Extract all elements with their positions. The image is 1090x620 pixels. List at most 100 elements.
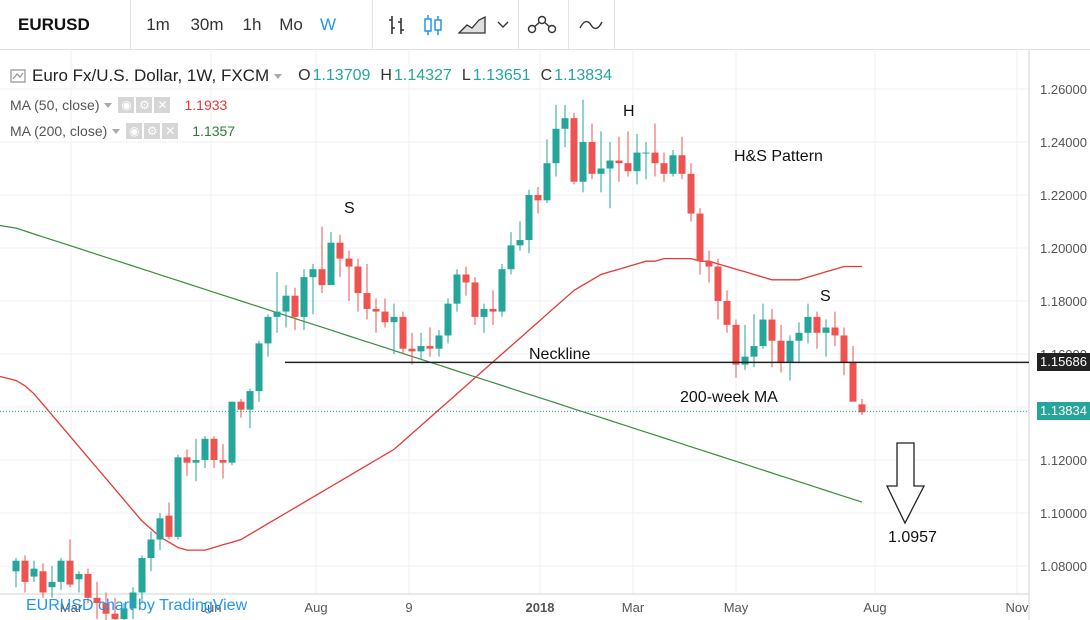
- candle-body: [480, 308, 488, 317]
- candle-body: [507, 245, 515, 270]
- title-menu-icon[interactable]: [274, 73, 283, 79]
- candle: [282, 285, 290, 328]
- candle: [480, 303, 488, 333]
- x-tick-label: Aug: [304, 600, 327, 615]
- candle: [399, 311, 407, 354]
- ma200-line: [0, 224, 863, 503]
- candle: [624, 131, 632, 177]
- ma50-line: [0, 257, 862, 551]
- candle: [66, 539, 74, 588]
- candle-body: [354, 266, 362, 294]
- ohlc-open-key: O: [298, 67, 311, 84]
- y-tick-label: 1.24000: [1040, 135, 1087, 150]
- candle: [363, 263, 371, 320]
- chart-legend-title-row: Euro Fx/U.S. Dollar, 1W, FXCM O 1.13709 H…: [10, 66, 612, 86]
- symbol-button[interactable]: EURUSD: [18, 15, 90, 34]
- candle-body: [453, 274, 461, 304]
- chevron-down-icon[interactable]: [494, 0, 512, 50]
- indicators-icon[interactable]: [522, 0, 562, 50]
- chart-title: Euro Fx/U.S. Dollar, 1W, FXCM: [32, 66, 270, 85]
- last-price-label: 1.13834: [1037, 402, 1090, 421]
- candle-body: [219, 460, 227, 463]
- price-chart[interactable]: 1.260001.240001.220001.200001.180001.160…: [0, 50, 1090, 620]
- candle-body: [534, 195, 542, 201]
- candle-body: [246, 391, 254, 410]
- interval-1m-button[interactable]: 1m: [146, 15, 170, 34]
- ma50-legend-row: MA (50, close) ◉ ⚙ ✕ 1.1933: [10, 97, 227, 113]
- candle: [849, 346, 857, 402]
- candle: [804, 303, 812, 344]
- ma200-menu-icon[interactable]: [112, 128, 121, 134]
- candle: [570, 112, 578, 185]
- candle: [642, 142, 650, 180]
- candle: [426, 327, 434, 357]
- ma200-legend-row: MA (200, close) ◉ ⚙ ✕ 1.1357: [10, 123, 235, 139]
- candle: [417, 332, 425, 360]
- ma200-settings-icon[interactable]: ⚙: [144, 123, 161, 139]
- candle-body: [750, 346, 758, 357]
- ma50-settings-icon[interactable]: ⚙: [136, 97, 153, 113]
- candle: [543, 139, 551, 203]
- candle-body: [147, 539, 155, 559]
- candle: [489, 290, 497, 325]
- compare-icon[interactable]: [574, 0, 608, 50]
- candle: [525, 189, 533, 254]
- candle: [651, 123, 659, 177]
- candle: [228, 401, 236, 466]
- candle: [498, 263, 506, 317]
- ma50-legend-label: MA (50, close): [10, 97, 100, 113]
- candle-body: [696, 213, 704, 262]
- candle-body: [318, 269, 326, 286]
- interval-w-button[interactable]: W: [319, 15, 337, 34]
- candle: [795, 322, 803, 362]
- candle-body: [111, 613, 119, 619]
- candle-body: [12, 560, 20, 572]
- candle: [165, 502, 173, 540]
- candle: [246, 388, 254, 429]
- ma50-remove-icon[interactable]: ✕: [154, 97, 171, 113]
- y-tick-label: 1.18000: [1040, 294, 1087, 309]
- tradingview-credit-link[interactable]: EURUSD chart by TradingView: [26, 597, 248, 614]
- chart-area[interactable]: 1.260001.240001.220001.200001.180001.160…: [0, 50, 1090, 620]
- ohlc-high-value: 1.14327: [393, 67, 452, 84]
- candle: [813, 311, 821, 349]
- area-chart-icon[interactable]: [452, 0, 492, 50]
- bar-chart-icon[interactable]: [380, 0, 414, 50]
- x-tick-label: Nov: [1005, 600, 1029, 615]
- candle-body: [93, 597, 101, 604]
- candle-body: [516, 240, 524, 246]
- candle-body: [309, 269, 317, 278]
- ma50-menu-icon[interactable]: [104, 102, 113, 108]
- candle: [786, 335, 794, 381]
- interval-mo-button[interactable]: Mo: [279, 15, 303, 34]
- candle: [678, 136, 686, 180]
- interval-30m-button[interactable]: 30m: [190, 15, 224, 34]
- ma200-visibility-icon[interactable]: ◉: [126, 123, 143, 139]
- annotation-target-price: 1.0957: [888, 529, 937, 546]
- candle: [579, 99, 587, 193]
- candle-body: [489, 308, 497, 312]
- x-tick-label: Mar: [622, 600, 645, 615]
- candle-body: [408, 348, 416, 352]
- ma200-legend-value: 1.1357: [192, 123, 236, 139]
- annotation-hs-pattern: H&S Pattern: [734, 148, 823, 165]
- candle-body: [606, 160, 614, 169]
- candle: [174, 454, 182, 540]
- candle: [372, 298, 380, 333]
- ohlc-close-key: C: [540, 67, 553, 84]
- candle-body: [75, 573, 83, 580]
- candle: [264, 314, 272, 357]
- toolbar-separator: [372, 0, 373, 50]
- candlestick-icon[interactable]: [418, 0, 448, 50]
- y-tick-label: 1.08000: [1040, 559, 1087, 574]
- eye-icon[interactable]: [10, 68, 26, 84]
- candle-body: [363, 293, 371, 309]
- candle: [453, 269, 461, 312]
- ma200-remove-icon[interactable]: ✕: [162, 123, 179, 139]
- interval-1h-button[interactable]: 1h: [242, 15, 262, 34]
- y-tick-label: 1.10000: [1040, 506, 1087, 521]
- candle-body: [192, 460, 200, 463]
- candle: [120, 603, 128, 620]
- candle-body: [237, 401, 245, 410]
- ma50-visibility-icon[interactable]: ◉: [118, 97, 135, 113]
